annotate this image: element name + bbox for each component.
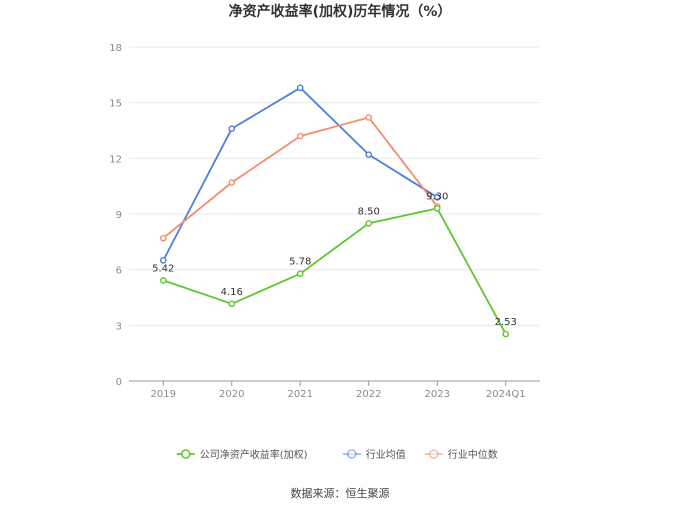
data-label: 9.30 <box>426 191 448 202</box>
y-tick-label: 12 <box>109 154 122 165</box>
data-point <box>228 125 236 132</box>
data-label: 5.42 <box>152 263 174 274</box>
data-label: 2.53 <box>495 317 517 328</box>
data-point <box>433 205 441 212</box>
y-tick-label: 9 <box>116 210 122 221</box>
series-group: 5.42 4.16 5.78 8.50 9.30 2.53 <box>152 84 517 338</box>
legend-marker-dot <box>428 449 439 459</box>
legend-label: 行业均值 <box>366 448 406 461</box>
legend-label: 公司净资产收益率(加权) <box>200 448 308 461</box>
y-tick-label: 3 <box>116 321 122 332</box>
data-point <box>502 330 510 338</box>
data-point <box>365 151 373 158</box>
x-tick-label: 2022 <box>356 389 381 400</box>
x-tick-label: 2021 <box>288 389 313 400</box>
data-source: 数据来源：恒生聚源 <box>291 486 390 500</box>
x-tick-label: 2020 <box>219 389 244 400</box>
series-line <box>162 86 438 261</box>
legend-label: 行业中位数 <box>448 448 498 461</box>
legend[interactable]: 公司净资产收益率(加权) 行业均值 行业中位数 <box>176 448 498 461</box>
data-point <box>228 179 236 186</box>
x-tick-label: 2019 <box>151 389 176 400</box>
data-point <box>296 132 304 140</box>
data-point <box>365 219 373 227</box>
x-tick-label: 2023 <box>425 389 450 400</box>
data-point <box>228 300 236 308</box>
data-label: 8.50 <box>358 206 380 217</box>
data-point <box>296 84 304 92</box>
grid-lines <box>129 46 540 326</box>
y-tick-label: 18 <box>109 43 122 54</box>
y-tick-label: 6 <box>116 266 122 277</box>
y-tick-label: 15 <box>109 99 122 110</box>
legend-marker-dot <box>180 449 191 459</box>
y-axis: 0 3 6 9 12 15 18 <box>109 43 122 388</box>
data-point <box>159 277 167 284</box>
data-point <box>296 270 304 278</box>
x-tick-label: 2024Q1 <box>486 389 526 400</box>
legend-marker-dot <box>346 449 357 459</box>
data-point <box>159 257 167 264</box>
x-axis: 2019 2020 2021 2022 2023 2024Q1 <box>129 380 540 400</box>
data-label: 5.78 <box>289 257 311 268</box>
data-label: 4.16 <box>221 287 243 298</box>
y-tick-label: 0 <box>116 377 122 388</box>
data-point <box>159 234 167 242</box>
data-point <box>365 114 373 121</box>
series-line <box>163 207 507 335</box>
data-point <box>433 193 441 201</box>
chart-title: 净资产收益率(加权)历年情况（%） <box>229 3 452 20</box>
